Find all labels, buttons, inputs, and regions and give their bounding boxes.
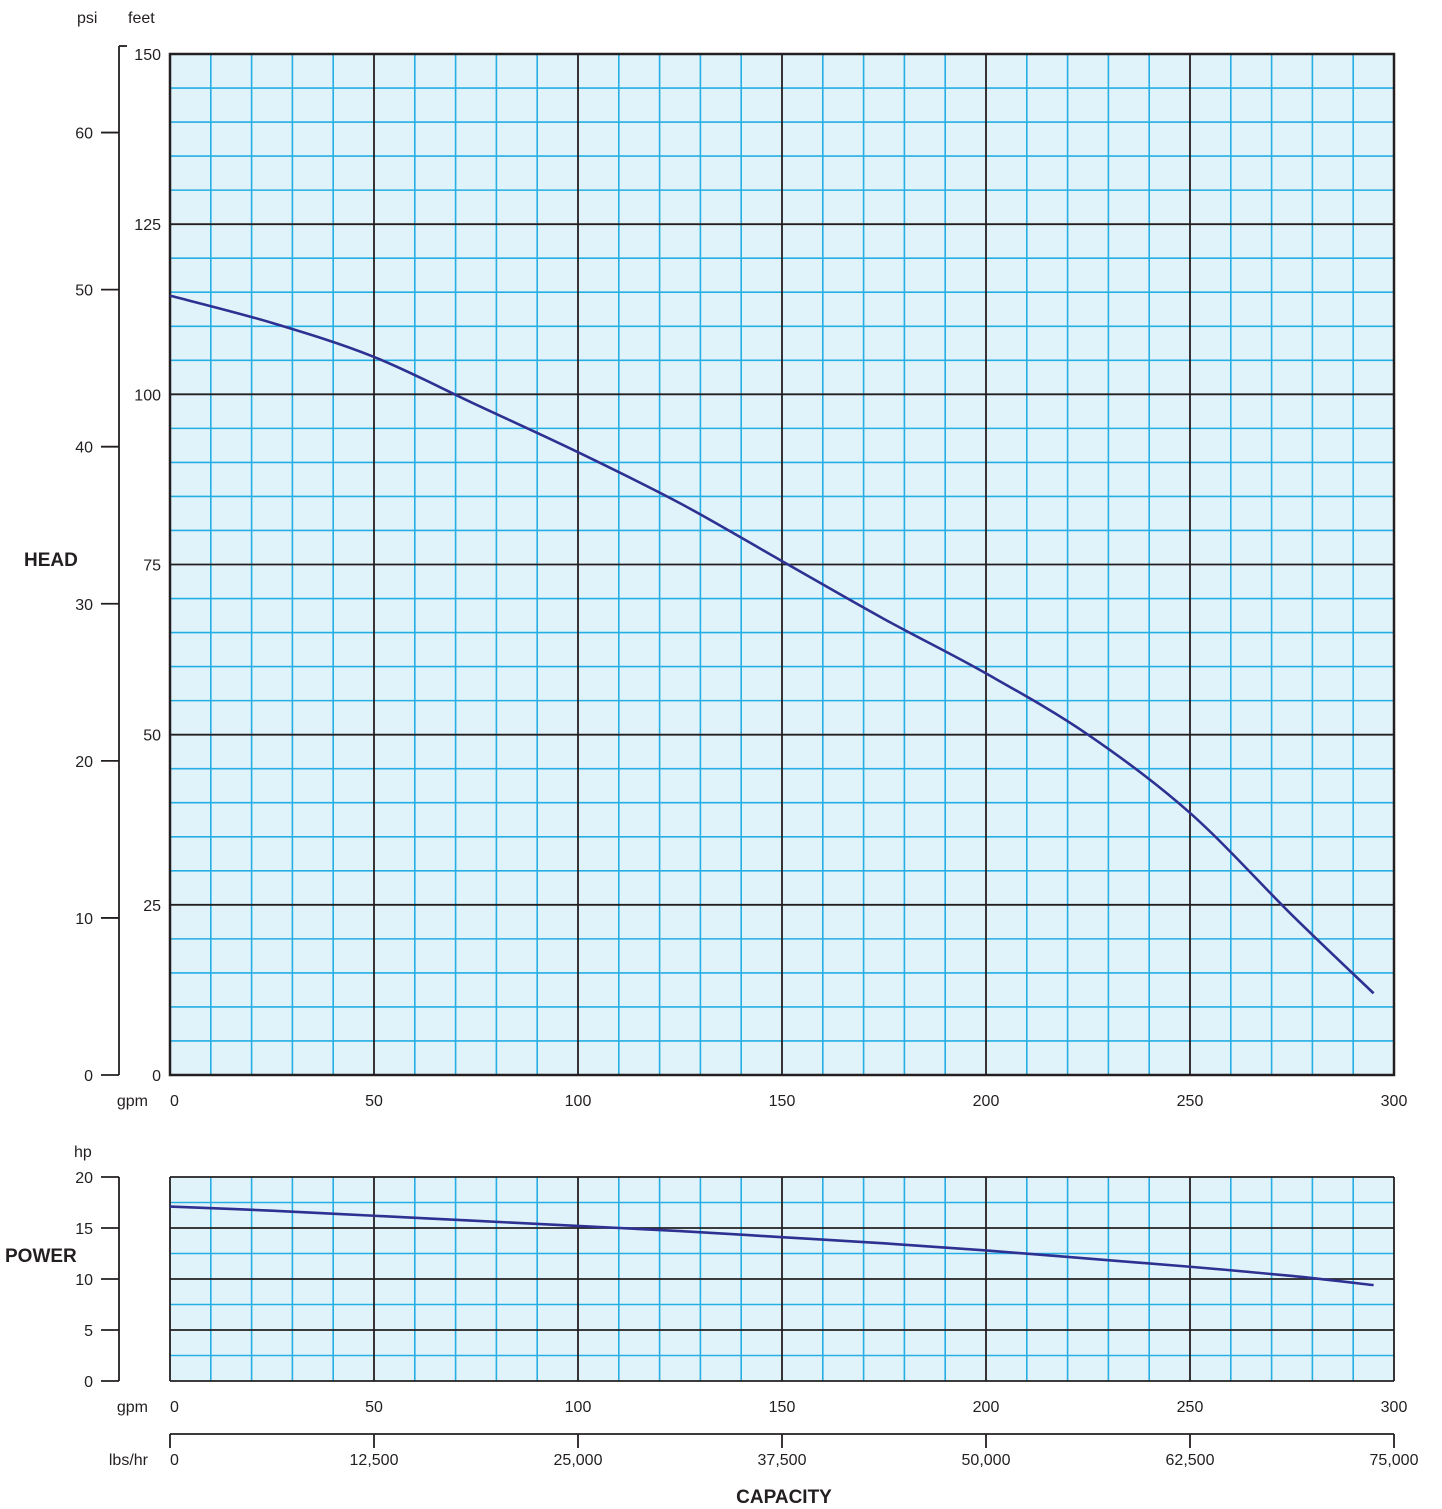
capacity-axis-title: CAPACITY [736,1487,832,1508]
head-plot-frame [168,52,1396,1077]
head-gpm-tick-label: 150 [769,1093,796,1110]
psi-tick-label: 40 [75,440,93,457]
lbs-hr-tick-label: 62,500 [1166,1452,1215,1469]
psi-unit-label: psi [77,10,97,27]
lbs-hr-tick-label: 50,000 [962,1452,1011,1469]
lbs-hr-tick-label: 12,500 [350,1452,399,1469]
psi-tick-label: 20 [75,754,93,771]
feet-tick-labels: 0 25 50 75 100 125 150 [134,47,161,1085]
power-curve [169,1205,1374,1287]
head-gpm-tick-label: 0 [170,1093,179,1110]
power-major-gridlines [169,1176,1395,1382]
gpm-label-power-chart: gpm [117,1399,148,1416]
power-gpm-tick-label: 100 [565,1399,592,1416]
feet-tick-label: 75 [143,558,161,575]
head-axis-title: HEAD [24,550,78,571]
power-gpm-tick-label: 50 [365,1399,383,1416]
hp-tick-label: 20 [75,1170,93,1187]
power-chart: 0 5 10 15 20 0 50 100 150 200 250 300 0 12,500 25,00… [75,1170,1418,1469]
hp-tick-label: 15 [75,1221,93,1238]
power-gpm-tick-labels: 0 50 100 150 200 250 300 [170,1399,1407,1416]
feet-tick-label: 125 [134,217,161,234]
power-series [169,1205,1374,1287]
hp-axis: 0 5 10 15 20 [75,1170,120,1391]
power-gpm-tick-label: 300 [1381,1399,1408,1416]
power-gpm-tick-label: 250 [1177,1399,1204,1416]
head-gpm-tick-label: 100 [565,1093,592,1110]
feet-tick-label: 100 [134,387,161,404]
head-gpm-tick-label: 300 [1381,1093,1408,1110]
feet-tick-label: 0 [152,1068,161,1085]
lbs-hr-tick-label: 75,000 [1370,1452,1419,1469]
feet-tick-label: 50 [143,728,161,745]
psi-tick-label: 0 [84,1068,93,1085]
head-gpm-tick-label: 50 [365,1093,383,1110]
head-chart: 0 10 20 30 40 50 60 0 25 50 75 100 125 150 0 50 100 150… [75,45,1407,1110]
feet-tick-label: 25 [143,898,161,915]
head-series [169,294,1375,995]
lbs-hr-axis: 0 12,500 25,000 37,500 50,000 62,500 75,000 [169,1433,1419,1469]
psi-tick-label: 60 [75,126,93,143]
psi-tick-label: 10 [75,911,93,928]
hp-tick-label: 10 [75,1272,93,1289]
head-gpm-tick-labels: 0 50 100 150 200 250 300 [170,1093,1407,1110]
psi-axis: 0 10 20 30 40 50 60 [75,45,127,1085]
hp-tick-label: 0 [84,1374,93,1391]
head-gpm-tick-label: 250 [1177,1093,1204,1110]
feet-tick-label: 150 [134,47,161,64]
hp-tick-label: 5 [84,1323,93,1340]
lbs-hr-unit-label: lbs/hr [109,1452,149,1469]
power-gpm-tick-label: 200 [973,1399,1000,1416]
lbs-hr-tick-label: 25,000 [554,1452,603,1469]
lbs-hr-tick-label: 0 [170,1452,179,1469]
gpm-label-head-chart: gpm [117,1093,148,1110]
power-gpm-tick-label: 150 [769,1399,796,1416]
lbs-hr-tick-label: 37,500 [758,1452,807,1469]
psi-tick-label: 30 [75,597,93,614]
power-axis-title: POWER [5,1246,77,1267]
power-gpm-tick-label: 0 [170,1399,179,1416]
feet-unit-label: feet [128,10,155,27]
head-curve [169,294,1375,995]
head-gpm-tick-label: 200 [973,1093,1000,1110]
psi-tick-label: 50 [75,283,93,300]
hp-unit-label: hp [74,1144,92,1161]
